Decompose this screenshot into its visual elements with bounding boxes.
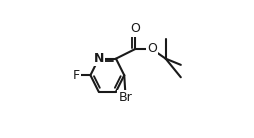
Text: O: O xyxy=(147,43,157,55)
Text: F: F xyxy=(72,69,80,82)
Text: O: O xyxy=(130,22,140,35)
Text: N: N xyxy=(93,52,104,65)
Text: Br: Br xyxy=(119,91,133,104)
